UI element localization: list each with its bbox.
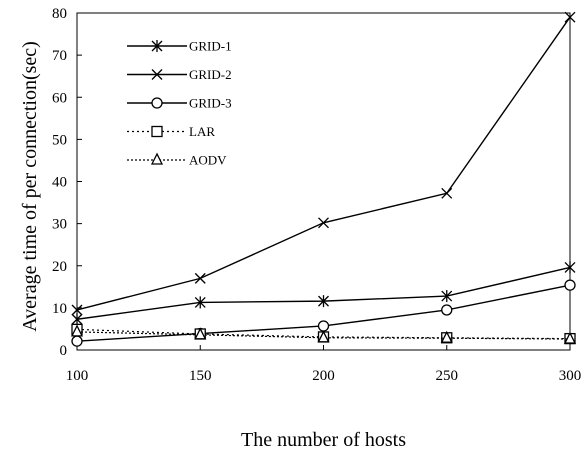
data-point-grid-2 xyxy=(441,187,453,199)
legend-label-aodv: AODV xyxy=(189,153,227,168)
data-point-grid-2 xyxy=(564,11,576,23)
data-point-grid-1 xyxy=(71,313,83,326)
legend-label-grid-2: GRID-2 xyxy=(189,67,232,82)
data-point-aodv xyxy=(194,327,207,340)
legend-marker-grid-1 xyxy=(151,40,163,52)
y-tick-label: 10 xyxy=(52,301,67,317)
x-axis-title: The number of hosts xyxy=(241,429,406,451)
data-point-aodv xyxy=(563,331,577,344)
data-point-aodv xyxy=(440,330,453,343)
x-tick-label: 200 xyxy=(312,368,335,384)
y-tick-label: 70 xyxy=(52,48,67,64)
legend-item-grid-2: GRID-2 xyxy=(127,67,232,82)
data-point-aodv xyxy=(317,330,330,343)
legend-marker-lar xyxy=(151,125,163,138)
data-point-grid-2 xyxy=(71,304,83,316)
x-tick-label: 250 xyxy=(436,368,459,384)
y-tick-label: 30 xyxy=(52,217,67,233)
legend-marker-grid-2 xyxy=(151,69,163,80)
series-line-grid-1 xyxy=(76,266,571,320)
legend-item-grid-1: GRID-1 xyxy=(127,39,232,54)
y-tick-label: 60 xyxy=(52,90,67,106)
data-point-grid-1 xyxy=(194,296,206,309)
data-point-aodv xyxy=(70,324,84,337)
legend-label-lar: LAR xyxy=(189,124,215,139)
legend-marker-aodv xyxy=(150,152,164,165)
y-tick-label: 0 xyxy=(60,343,68,359)
legend-label-grid-3: GRID-3 xyxy=(189,96,232,111)
y-tick-label: 80 xyxy=(52,6,67,22)
data-point-grid-3 xyxy=(71,335,83,347)
legend-item-grid-3: GRID-3 xyxy=(127,96,232,111)
y-tick-label: 20 xyxy=(52,259,67,275)
x-tick-label: 150 xyxy=(189,368,212,384)
data-point-grid-1 xyxy=(441,290,453,303)
y-axis-title: Average time of per connection(sec) xyxy=(19,41,41,332)
series-line-grid-2 xyxy=(76,16,571,311)
data-point-grid-3 xyxy=(441,304,453,316)
data-point-grid-2 xyxy=(194,272,206,284)
legend-item-lar: LAR xyxy=(127,124,215,139)
data-point-grid-1 xyxy=(318,295,329,308)
y-tick-label: 40 xyxy=(52,175,67,191)
data-point-grid-2 xyxy=(318,217,329,229)
x-tick-label: 100 xyxy=(66,368,89,384)
y-tick-label: 50 xyxy=(52,132,67,148)
data-point-grid-3 xyxy=(564,279,576,291)
data-point-grid-1 xyxy=(564,261,576,274)
legend-label-grid-1: GRID-1 xyxy=(189,39,232,54)
series-layer xyxy=(70,11,577,347)
legend-item-aodv: AODV xyxy=(127,153,227,168)
legend: GRID-1 GRID-2 GRID-3 LAR AODV xyxy=(127,39,232,168)
x-tick-label: 300 xyxy=(559,368,582,384)
data-point-grid-3 xyxy=(317,320,330,332)
plot-layer: 0 10 20 30 40 50 60 70 80 100 150 200 250 300 xyxy=(52,6,581,384)
legend-marker-grid-3 xyxy=(151,97,163,109)
